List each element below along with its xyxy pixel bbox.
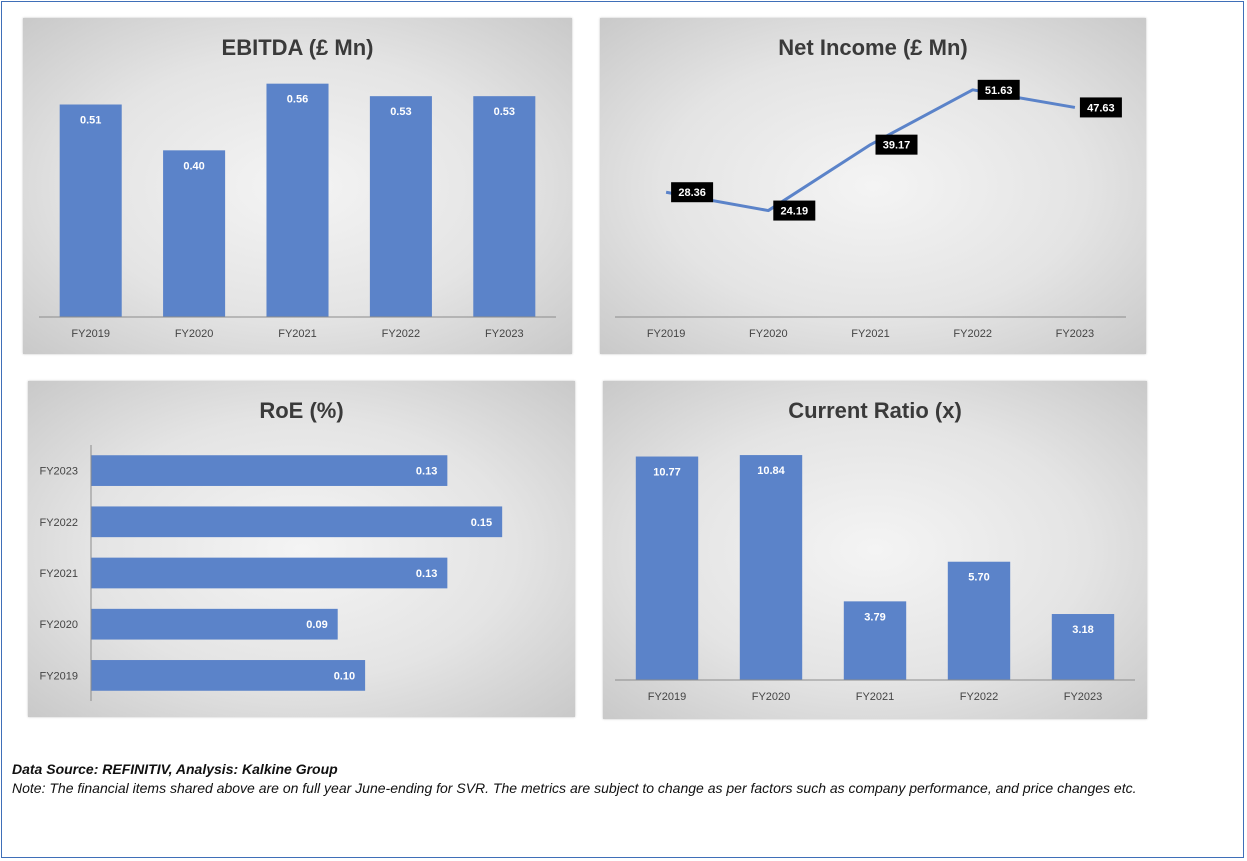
ebitda-chart: EBITDA (£ Mn) 0.51 FY2019 0.40 FY2020 0.56 FY… <box>23 18 572 354</box>
bar <box>59 104 122 317</box>
bar <box>91 608 338 640</box>
data-label-box <box>977 79 1020 100</box>
net-income-chart: Net Income (£ Mn) 28.36 FY2019 24.19 FY2020… <box>600 18 1146 354</box>
data-label: 0.13 <box>416 466 437 478</box>
data-label: 0.13 <box>416 568 437 580</box>
data-label: 24.19 <box>781 206 809 218</box>
x-tick-label: FY2023 <box>485 328 524 340</box>
roe-chart: RoE (%) 0.13 FY2023 0.15 FY2022 0.13 FY2021 0.… <box>28 381 575 717</box>
data-label: 0.10 <box>334 670 355 682</box>
footer: Data Source: REFINITIV, Analysis: Kalkin… <box>12 760 1240 798</box>
x-tick-label: FY2023 <box>1064 691 1103 703</box>
x-tick-label: FY2019 <box>648 691 687 703</box>
bar <box>91 557 448 589</box>
data-label: 0.53 <box>390 106 411 118</box>
bar <box>1051 614 1115 680</box>
chart-title: EBITDA (£ Mn) <box>221 35 374 60</box>
bar <box>91 455 448 486</box>
chart-title: Net Income (£ Mn) <box>778 35 968 60</box>
data-label: 0.40 <box>183 160 204 172</box>
roe-plot: 0.13 FY2023 0.15 FY2022 0.13 FY2021 0.09 FY2020… <box>39 445 503 701</box>
x-tick-label: FY2022 <box>960 691 999 703</box>
data-label: 47.63 <box>1087 102 1115 114</box>
data-label: 51.63 <box>985 85 1013 97</box>
data-label: 10.84 <box>757 465 785 477</box>
data-label: 0.15 <box>471 517 492 529</box>
data-label: 0.51 <box>80 115 101 127</box>
series-line <box>665 88 1076 213</box>
data-label-box <box>875 134 918 155</box>
y-tick-label: FY2021 <box>39 568 78 580</box>
x-tick-label: FY2021 <box>278 328 317 340</box>
data-label-box <box>671 182 714 203</box>
bar <box>266 83 329 318</box>
data-label: 3.18 <box>1072 624 1093 636</box>
bar <box>369 96 432 318</box>
x-tick-label: FY2020 <box>752 691 791 703</box>
bar <box>739 455 803 680</box>
data-label: 0.09 <box>306 619 327 631</box>
x-tick-label: FY2020 <box>175 328 214 340</box>
data-source: Data Source: REFINITIV, Analysis: Kalkin… <box>12 761 338 777</box>
chart-title: RoE (%) <box>259 398 344 423</box>
y-tick-label: FY2020 <box>39 619 78 631</box>
bar <box>473 96 536 318</box>
data-label: 5.70 <box>968 572 989 584</box>
data-label-box <box>773 200 816 221</box>
bar <box>843 601 907 680</box>
data-label: 0.56 <box>287 94 308 106</box>
x-tick-label: FY2020 <box>749 328 788 340</box>
data-label: 28.36 <box>678 187 706 199</box>
x-tick-label: FY2019 <box>647 328 686 340</box>
bar <box>163 150 226 317</box>
data-label-box <box>1079 97 1122 118</box>
bar <box>947 561 1011 680</box>
data-label: 3.79 <box>864 611 885 623</box>
bar <box>635 456 699 680</box>
current-ratio-plot: 10.77 FY2019 10.84 FY2020 3.79 FY2021 5.70 FY20… <box>615 455 1135 703</box>
chart-title: Current Ratio (x) <box>788 398 962 423</box>
x-tick-label: FY2019 <box>71 328 110 340</box>
bar <box>91 506 503 538</box>
data-label: 0.53 <box>494 106 515 118</box>
y-tick-label: FY2023 <box>39 466 78 478</box>
ebitda-plot: 0.51 FY2019 0.40 FY2020 0.56 FY2021 0.53 FY2022… <box>39 83 556 340</box>
x-tick-label: FY2022 <box>953 328 992 340</box>
y-tick-label: FY2022 <box>39 517 78 529</box>
x-tick-label: FY2021 <box>851 328 890 340</box>
net-income-plot: 28.36 FY2019 24.19 FY2020 39.17 FY2021 51.63 FY… <box>615 79 1126 340</box>
x-tick-label: FY2023 <box>1056 328 1095 340</box>
data-label: 10.77 <box>653 467 681 479</box>
footer-note: Note: The financial items shared above a… <box>12 780 1137 796</box>
y-tick-label: FY2019 <box>39 670 78 682</box>
data-label: 39.17 <box>883 140 911 152</box>
x-tick-label: FY2021 <box>856 691 895 703</box>
bar <box>91 660 366 691</box>
current-ratio-chart: Current Ratio (x) 10.77 FY2019 10.84 FY2020… <box>603 381 1147 719</box>
x-tick-label: FY2022 <box>382 328 421 340</box>
